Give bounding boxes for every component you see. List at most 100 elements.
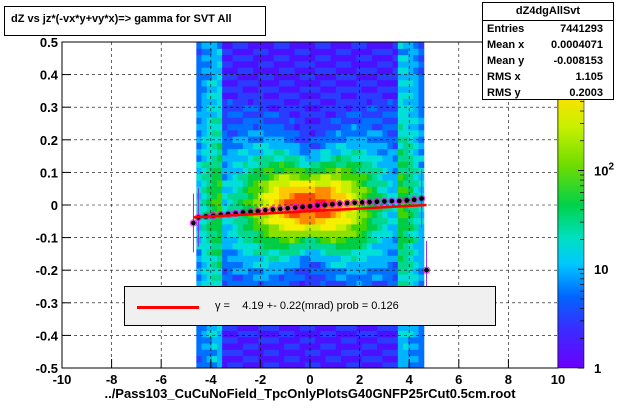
heatmap-cell — [403, 148, 409, 156]
heatmap-cell — [310, 73, 316, 81]
heatmap-cell — [253, 136, 259, 143]
heatmap-cell — [268, 73, 275, 81]
heatmap-cell — [248, 154, 254, 162]
profile-point — [396, 198, 402, 204]
heatmap-cell — [413, 361, 420, 368]
heatmap-cell — [299, 330, 306, 338]
profile-point-ring — [306, 202, 314, 210]
heatmap-cell — [279, 198, 285, 206]
heatmap-cell — [335, 186, 342, 194]
heatmap-cell — [273, 361, 280, 368]
profile-point — [277, 206, 283, 212]
heatmap-cell — [242, 242, 249, 250]
heatmap-cell — [377, 48, 383, 56]
heatmap-cell — [248, 104, 254, 112]
heatmap-cell — [263, 248, 270, 256]
heatmap-cell — [196, 230, 203, 237]
heatmap-cell — [217, 92, 223, 100]
heatmap-cell — [408, 117, 414, 125]
heatmap-cell — [408, 79, 414, 87]
heatmap-cell — [237, 136, 244, 143]
heatmap-cell — [366, 48, 373, 56]
heatmap-cell — [377, 261, 383, 269]
profile-point — [374, 199, 380, 205]
heatmap-cell — [294, 255, 301, 263]
heatmap-cell — [268, 349, 275, 357]
heatmap-cell — [206, 361, 213, 368]
heatmap-cell — [201, 192, 208, 200]
heatmap-cell — [253, 79, 259, 87]
heatmap-cell — [341, 104, 347, 112]
heatmap-cell — [341, 186, 347, 194]
heatmap-cell — [408, 280, 414, 288]
heatmap-cell — [211, 110, 218, 118]
heatmap-cell — [242, 167, 249, 175]
heatmap-cell — [211, 230, 218, 237]
heatmap-cell — [310, 85, 316, 93]
heatmap-cell — [403, 85, 409, 93]
heatmap-cell — [392, 48, 399, 56]
heatmap-cell — [217, 148, 223, 156]
heatmap-cell — [310, 330, 316, 338]
heatmap-cell — [325, 186, 332, 194]
heatmap-cell — [418, 42, 425, 49]
profile-point — [352, 200, 358, 206]
heatmap-cell — [403, 255, 409, 263]
heatmap-cell — [206, 342, 213, 350]
heatmap-cell — [335, 211, 342, 219]
profile-point-ring — [388, 197, 396, 205]
heatmap-cell — [372, 98, 378, 106]
heatmap-cell — [201, 324, 208, 331]
heatmap-cell — [258, 330, 265, 338]
heatmap-cell — [315, 280, 321, 288]
heatmap-cell — [387, 179, 394, 187]
heatmap-cell — [346, 154, 352, 162]
heatmap-cell — [196, 223, 203, 231]
heatmap-cell — [397, 342, 404, 350]
heatmap-cell — [294, 142, 301, 150]
heatmap-cell — [237, 104, 244, 112]
heatmap-cell — [237, 167, 244, 175]
profile-point-ring — [365, 198, 374, 206]
heatmap-cell — [268, 324, 275, 331]
heatmap-cell — [253, 230, 259, 237]
heatmap-cell — [387, 117, 394, 125]
heatmap-cell — [196, 280, 203, 288]
heatmap-cell — [232, 230, 239, 237]
heatmap-cell — [356, 223, 363, 231]
heatmap-cell — [253, 248, 259, 256]
heatmap-cell — [217, 330, 223, 338]
heatmap-cell — [294, 104, 301, 112]
heatmap-cell — [397, 211, 404, 219]
heatmap-cell — [201, 161, 208, 168]
heatmap-cell — [242, 342, 249, 350]
heatmap-cell — [206, 161, 213, 168]
heatmap-cell — [284, 129, 290, 137]
heatmap-cell — [346, 192, 352, 200]
heatmap-cell — [382, 142, 389, 150]
heatmap-cell — [397, 255, 404, 263]
heatmap-cell — [366, 54, 373, 62]
heatmap-cell — [387, 324, 394, 331]
heatmap-cell — [263, 110, 270, 118]
heatmap-cell — [273, 129, 280, 137]
heatmap-cell — [227, 236, 234, 244]
heatmap-cell — [263, 267, 270, 275]
heatmap-cell — [382, 349, 389, 357]
heatmap-cell — [330, 248, 337, 256]
heatmap-cell — [387, 342, 394, 350]
heatmap-cell — [351, 73, 358, 81]
heatmap-cell — [341, 261, 347, 269]
heatmap-cell — [403, 192, 409, 200]
heatmap-cell — [377, 73, 383, 81]
heatmap-cell — [304, 192, 311, 200]
heatmap-cell — [366, 148, 373, 156]
heatmap-cell — [315, 324, 321, 331]
heatmap-cell — [315, 142, 321, 150]
heatmap-cell — [206, 330, 213, 338]
heatmap-cell — [217, 186, 223, 194]
heatmap-cell — [237, 205, 244, 212]
heatmap-cell — [304, 67, 311, 74]
heatmap-cell — [382, 179, 389, 187]
heatmap-cell — [258, 154, 265, 162]
